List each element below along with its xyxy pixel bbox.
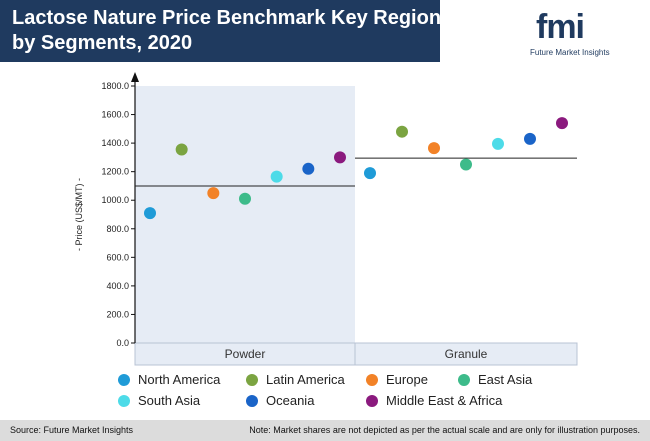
legend-swatch — [458, 373, 470, 386]
chart-title: Lactose Nature Price Benchmark Key Regio… — [12, 7, 453, 54]
legend: North America Latin America Europe East Asi… — [118, 372, 578, 416]
legend-item: North America — [118, 372, 220, 387]
y-tick-label: 1200.0 — [101, 167, 129, 177]
category-label: Granule — [445, 347, 488, 361]
y-axis-arrow — [131, 72, 139, 82]
y-tick-label: 800.0 — [106, 224, 129, 234]
legend-swatch — [246, 394, 258, 407]
data-point — [207, 187, 220, 200]
footer: Source: Future Market Insights Note: Mar… — [0, 420, 650, 441]
legend-label: Oceania — [266, 393, 315, 408]
data-point — [302, 162, 315, 175]
legend-label: South Asia — [138, 393, 201, 408]
logo-panel — [440, 0, 650, 62]
disclaimer-note: Note: Market shares are not depicted as … — [249, 425, 640, 435]
data-point — [460, 158, 472, 171]
data-point — [144, 207, 156, 220]
y-tick-label: 600.0 — [106, 252, 129, 262]
source-note: Source: Future Market Insights — [10, 425, 134, 435]
y-tick-label: 1000.0 — [101, 195, 129, 205]
y-axis-label: - Price (US$/MT) - — [74, 178, 84, 251]
legend-swatch — [366, 373, 378, 386]
legend-label: Europe — [386, 372, 428, 387]
y-tick-label: 400.0 — [106, 281, 129, 291]
y-tick-label: 0.0 — [116, 338, 129, 348]
data-point — [364, 167, 376, 180]
header-banner: Lactose Nature Price Benchmark Key Regio… — [0, 0, 650, 62]
legend-label: Latin America — [266, 372, 345, 387]
data-point — [524, 132, 536, 145]
legend-item: Oceania — [246, 393, 314, 408]
data-point — [270, 170, 283, 183]
legend-item: East Asia — [458, 372, 532, 387]
y-tick-label: 1600.0 — [101, 110, 129, 120]
legend-item: Latin America — [246, 372, 345, 387]
legend-label: Middle East & Africa — [386, 393, 503, 408]
data-point — [396, 125, 408, 138]
legend-swatch — [366, 394, 378, 407]
legend-label: North America — [138, 372, 221, 387]
category-label: Powder — [225, 347, 266, 361]
y-tick-label: 1800.0 — [101, 81, 129, 91]
legend-swatch — [118, 373, 130, 386]
logo-tagline: Future Market Insights — [530, 48, 610, 57]
legend-item: South Asia — [118, 393, 200, 408]
legend-swatch — [118, 394, 130, 407]
data-point — [428, 142, 440, 155]
legend-swatch — [246, 373, 258, 386]
y-tick-label: 200.0 — [106, 309, 129, 319]
data-point — [492, 137, 504, 150]
category-band-0 — [135, 86, 355, 343]
legend-item: Middle East & Africa — [366, 393, 502, 408]
data-point — [556, 117, 568, 130]
y-tick-label: 1400.0 — [101, 138, 129, 148]
data-point — [175, 143, 188, 156]
logo-letters: fmi — [536, 8, 585, 46]
category-band-1 — [355, 86, 577, 343]
legend-label: East Asia — [478, 372, 533, 387]
data-point — [239, 192, 251, 205]
category-strip — [134, 342, 578, 366]
fmi-logo: fmi Future Market Insights — [530, 4, 630, 58]
legend-item: Europe — [366, 372, 428, 387]
data-point — [334, 151, 346, 164]
scatter-chart: Powder Granule 0.0 200.0 400.0 600.0 800.0 1000… — [74, 72, 578, 366]
